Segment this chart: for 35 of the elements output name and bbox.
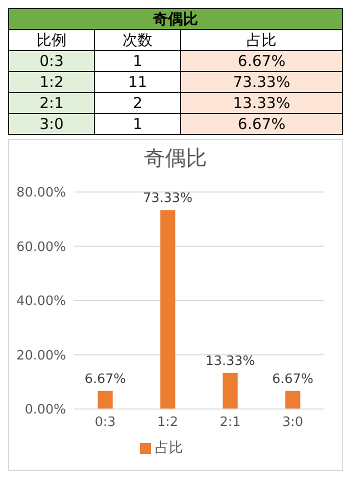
- data-label: 13.33%: [205, 354, 256, 369]
- y-tick-label: 60.00%: [16, 240, 66, 255]
- data-label: 11: [94, 72, 181, 92]
- bar: [285, 390, 300, 409]
- text: 比例: [8, 30, 95, 50]
- y-tick-label: 20.00%: [16, 348, 66, 364]
- data-label: 6.67%: [180, 114, 342, 134]
- data-label: 1: [94, 50, 181, 72]
- y-tick-label: 40.00%: [16, 294, 66, 310]
- data-label: 6.67%: [272, 372, 314, 387]
- text: 奇偶比: [8, 8, 342, 30]
- data-label: 73.33%: [142, 191, 193, 206]
- data-label: 13.33%: [180, 92, 342, 114]
- category-label: 2:1: [8, 92, 95, 114]
- x-tick-label: 1:2: [157, 415, 178, 430]
- y-tick-label: 80.00%: [16, 186, 66, 201]
- bar: [160, 210, 176, 409]
- legend-label: 占比: [155, 440, 183, 456]
- data-label: 1: [94, 114, 181, 134]
- data-label: 2: [94, 92, 181, 114]
- data-label: 6.67%: [84, 372, 126, 387]
- data-label: 73.33%: [180, 72, 342, 92]
- data-label: 6.67%: [180, 50, 342, 72]
- x-tick-label: 2:1: [220, 415, 241, 430]
- bar: [98, 390, 113, 409]
- series-label: 次数: [94, 30, 181, 50]
- y-tick-label: 0.00%: [24, 402, 66, 418]
- x-tick-label: 3:0: [282, 415, 304, 430]
- category-label: 1:2: [8, 72, 95, 92]
- bar: [222, 372, 238, 409]
- category-label: 3:0: [8, 114, 95, 134]
- x-tick-label: 0:3: [94, 415, 116, 430]
- chart-title: 奇偶比: [143, 145, 208, 172]
- series-label: 占比: [180, 30, 342, 50]
- category-label: 0:3: [8, 50, 95, 72]
